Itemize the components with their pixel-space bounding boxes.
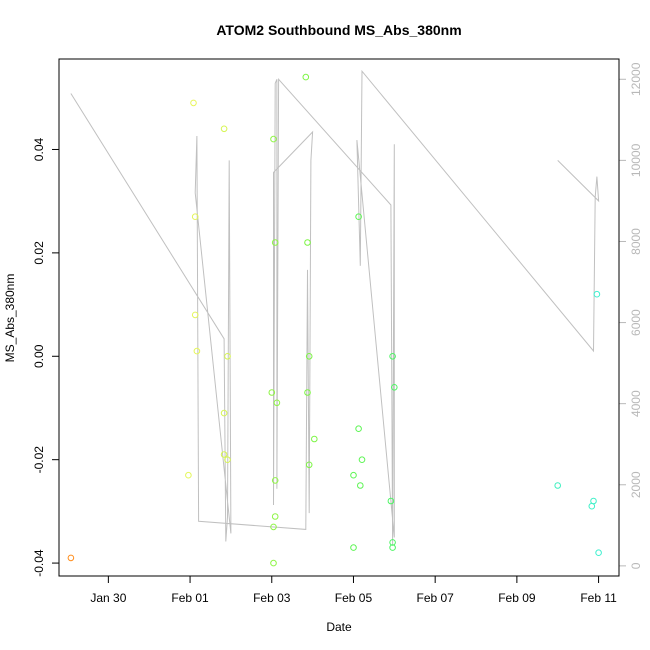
x-tick-label: Feb 11: [580, 591, 617, 605]
y-tick-label: 0.02: [32, 241, 46, 265]
x-tick-label: Feb 09: [498, 591, 536, 605]
data-point: [270, 523, 277, 531]
y-right-tick-label: 10000: [629, 143, 643, 177]
data-point: [595, 549, 602, 557]
data-point: [387, 497, 395, 505]
data-point: [350, 544, 357, 551]
data-point: [270, 559, 277, 567]
data-point: [67, 554, 75, 562]
data-point: [304, 389, 311, 396]
y-tick-label: -0.02: [32, 446, 46, 474]
data-point: [355, 425, 362, 433]
data-point: [193, 347, 201, 355]
x-axis-label: Date: [326, 620, 352, 634]
data-point: [220, 451, 228, 458]
y-right-tick-label: 2000: [629, 471, 643, 498]
data-point: [273, 399, 281, 407]
y-tick-label: 0.00: [32, 344, 46, 368]
data-point: [311, 435, 318, 443]
data-point: [191, 311, 199, 319]
data-point: [270, 135, 277, 143]
y-right-tick-label: 4000: [629, 390, 643, 417]
y-right-tick-label: 6000: [629, 309, 643, 336]
data-point: [355, 213, 362, 220]
chart-title: ATOM2 Southbound MS_Abs_380nm: [216, 22, 461, 38]
data-point: [391, 384, 398, 391]
plot-layer: [67, 69, 602, 567]
data-point: [191, 213, 199, 220]
data-point: [304, 239, 311, 246]
data-point: [350, 471, 357, 479]
data-point: [389, 539, 396, 546]
y-axis-label: MS_Abs_380nm: [3, 274, 17, 363]
data-point: [358, 456, 366, 464]
plot-frame: [58, 58, 620, 577]
x-tick-label: Feb 05: [335, 591, 373, 605]
data-point: [190, 99, 197, 107]
y-right-tick-label: 12000: [629, 62, 643, 96]
data-point: [590, 497, 597, 505]
data-point: [224, 456, 231, 464]
y-tick-label: 0.04: [32, 137, 46, 161]
y-right-tick-label: 8000: [629, 228, 643, 255]
data-point: [220, 409, 228, 417]
data-point: [357, 482, 364, 489]
y-right-tick-label: 0: [629, 562, 643, 569]
secondary-line-series: [70, 69, 600, 546]
data-point: [389, 353, 396, 360]
data-point: [271, 513, 279, 520]
data-point: [271, 477, 279, 484]
x-tick-label: Jan 30: [90, 591, 126, 605]
data-point: [268, 389, 276, 396]
data-point: [224, 353, 231, 360]
data-point: [554, 482, 562, 489]
data-point: [185, 471, 192, 479]
data-point: [305, 353, 313, 360]
data-point: [271, 239, 279, 246]
data-point: [593, 290, 601, 298]
y-tick-label: -0.04: [32, 549, 46, 577]
x-tick-label: Feb 03: [253, 591, 291, 605]
data-point: [305, 461, 313, 469]
x-tick-label: Feb 01: [171, 591, 209, 605]
data-point: [302, 73, 310, 81]
x-tick-label: Feb 07: [416, 591, 454, 605]
data-point: [220, 125, 228, 133]
